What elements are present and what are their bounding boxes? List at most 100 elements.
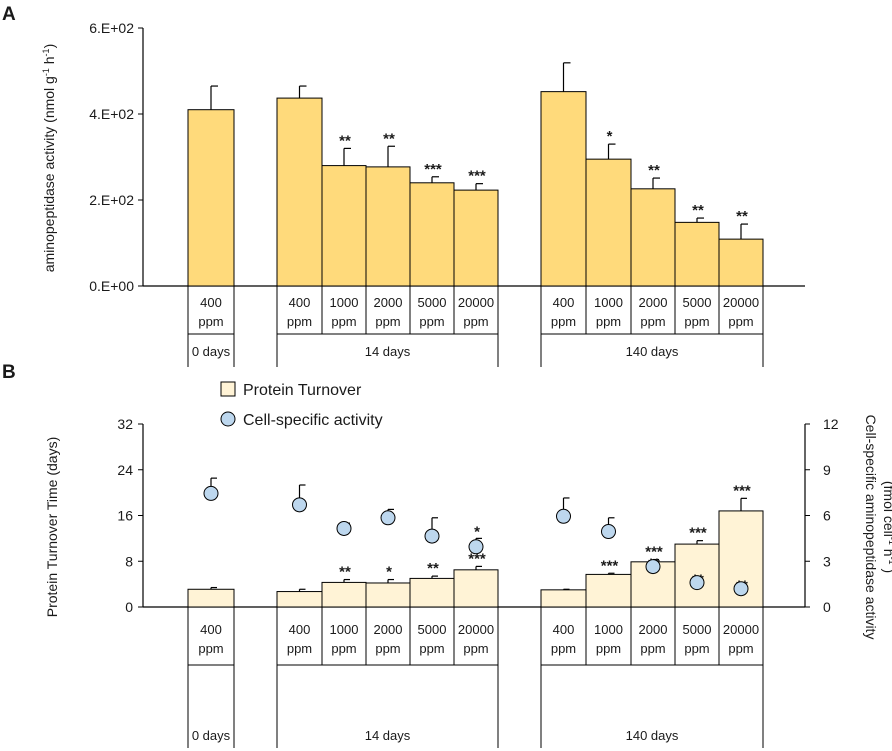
panel-b-category-conc: 20000 xyxy=(723,622,759,637)
panel-b-category-unit: ppm xyxy=(287,641,312,656)
panel-b-activity-point xyxy=(689,575,705,591)
panel-b-ylabel-right-line1: Cell-specific aminopeptidase activity xyxy=(863,415,879,640)
panel-a-category-unit: ppm xyxy=(419,314,444,329)
panel-b-category-conc: 400 xyxy=(200,622,222,637)
panel-a-bar xyxy=(540,91,587,287)
panel-b-marker-significance: * xyxy=(474,523,480,540)
panel-a-significance: ** xyxy=(648,162,660,179)
panel-b-ylabel-left: Protein Turnover Time (days) xyxy=(44,437,60,618)
panel-b-category-conc: 400 xyxy=(289,622,311,637)
panel-b-category-conc: 1000 xyxy=(594,622,623,637)
panel-a-y-tick-label: 4.E+02 xyxy=(89,106,134,122)
panel-b-activity-point xyxy=(468,539,484,555)
panel-b-bar-significance: *** xyxy=(689,525,707,542)
panel-b-bar xyxy=(365,582,411,608)
panel-a-significance: *** xyxy=(424,161,442,178)
panel-b-ylabel-right-sup: -1 xyxy=(887,537,892,545)
panel-b-group-label: 0 days xyxy=(192,728,231,743)
panel-b-bar xyxy=(540,589,587,608)
panel-b-y-tick-label-left: 32 xyxy=(117,416,133,432)
panel-b-y-tick-label-left: 16 xyxy=(117,508,133,524)
panel-b-bar-significance: * xyxy=(386,564,392,581)
panel-a-bar xyxy=(585,158,632,287)
panel-a-category-unit: ppm xyxy=(463,314,488,329)
panel-b-bar xyxy=(453,569,499,608)
panel-b-category-conc: 1000 xyxy=(330,622,359,637)
panel-b-bar xyxy=(409,577,455,608)
panel-a-group-label: 0 days xyxy=(192,344,231,359)
panel-b-category-unit: ppm xyxy=(728,641,753,656)
panel-a-significance: ** xyxy=(383,130,395,147)
panel-a-category-conc: 5000 xyxy=(683,295,712,310)
panel-b-bar-significance: *** xyxy=(601,557,619,574)
panel-a-bar xyxy=(365,166,411,287)
panel-a-bar xyxy=(409,182,455,287)
legend-marker-swatch xyxy=(220,411,236,427)
panel-a-bar xyxy=(453,189,499,287)
panel-a-category-unit: ppm xyxy=(728,314,753,329)
panel-a-category-conc: 400 xyxy=(200,295,222,310)
panel-b-category-unit: ppm xyxy=(375,641,400,656)
panel-a-bar xyxy=(321,165,367,287)
panel-b-activity-point xyxy=(336,520,352,536)
panel-a-category-conc: 5000 xyxy=(418,295,447,310)
panel-a-category-conc: 20000 xyxy=(458,295,494,310)
panel-a-category-unit: ppm xyxy=(551,314,576,329)
panel-a-ylabel-part: aminopeptidase activity (nmol g xyxy=(41,76,57,272)
panel-a-y-tick-label: 0.E+00 xyxy=(89,278,134,294)
panel-b-activity-point xyxy=(380,510,396,526)
panel-a-significance: ** xyxy=(736,208,748,225)
panel-a-significance: *** xyxy=(468,168,486,185)
panel-b-y-tick-label-right: 3 xyxy=(823,553,831,569)
panel-b-group-label: 140 days xyxy=(626,728,679,743)
panel-b-category-conc: 2000 xyxy=(639,622,668,637)
legend-cell-specific-activity: Cell-specific activity xyxy=(243,412,383,429)
panel-b-category-unit: ppm xyxy=(551,641,576,656)
panel-b-category-unit: ppm xyxy=(684,641,709,656)
panel-a-bar xyxy=(718,238,764,287)
panel-a-ylabel: aminopeptidase activity (nmol g-1 h-1) xyxy=(41,44,57,273)
panel-b-bar-significance: *** xyxy=(468,550,486,567)
panel-b-category-unit: ppm xyxy=(596,641,621,656)
panel-a-label: A xyxy=(2,4,16,25)
panel-b-category-conc: 2000 xyxy=(374,622,403,637)
panel-b-activity-point xyxy=(292,497,307,513)
panel-a-y-tick-label: 6.E+02 xyxy=(89,20,134,36)
panel-a-category-unit: ppm xyxy=(198,314,223,329)
panel-b-y-tick-label-right: 12 xyxy=(823,416,839,432)
panel-b-bar xyxy=(321,581,367,608)
panel-a-category-conc: 2000 xyxy=(374,295,403,310)
panel-b-bar xyxy=(187,588,235,608)
panel-b-ylabel-right-part: ) xyxy=(881,565,892,574)
panel-b-category-conc: 5000 xyxy=(418,622,447,637)
panel-b-y-tick-label-left: 24 xyxy=(117,462,133,478)
panel-a-ylabel-part: ) xyxy=(41,44,57,49)
panel-b-category-conc: 400 xyxy=(553,622,575,637)
panel-b-bar-significance: ** xyxy=(427,560,439,577)
legend-bar-swatch xyxy=(220,381,236,397)
panel-a-category-conc: 1000 xyxy=(594,295,623,310)
panel-b-bar xyxy=(718,510,764,608)
panel-a-category-unit: ppm xyxy=(287,314,312,329)
panel-b-activity-point xyxy=(733,581,749,597)
panel-b-ylabel-right-part: (fmol cell xyxy=(881,481,892,537)
panel-a-significance: ** xyxy=(692,202,704,219)
panel-a-category-conc: 2000 xyxy=(639,295,668,310)
panel-b-category-unit: ppm xyxy=(331,641,356,656)
panel-b-bar-significance: *** xyxy=(733,482,751,499)
panel-a-ylabel-sup: -1 xyxy=(41,48,51,56)
panel-a-significance: * xyxy=(607,128,613,145)
panel-a-y-tick-label: 2.E+02 xyxy=(89,192,134,208)
panel-a-group-label: 140 days xyxy=(626,344,679,359)
panel-b-y-tick-label-left: 0 xyxy=(125,599,133,615)
panel-a-bar xyxy=(187,109,235,287)
panel-b-category-conc: 5000 xyxy=(683,622,712,637)
panel-b-y-tick-label-left: 8 xyxy=(125,553,133,569)
panel-b-group-label: 14 days xyxy=(365,728,411,743)
panel-b-ylabel-right-sup: -1 xyxy=(887,557,892,565)
panel-b-activity-point xyxy=(645,559,661,575)
panel-b-category-conc: 20000 xyxy=(458,622,494,637)
panel-b-ylabel-right-part: h xyxy=(881,545,892,557)
panel-a-ylabel-part: h xyxy=(41,56,57,68)
